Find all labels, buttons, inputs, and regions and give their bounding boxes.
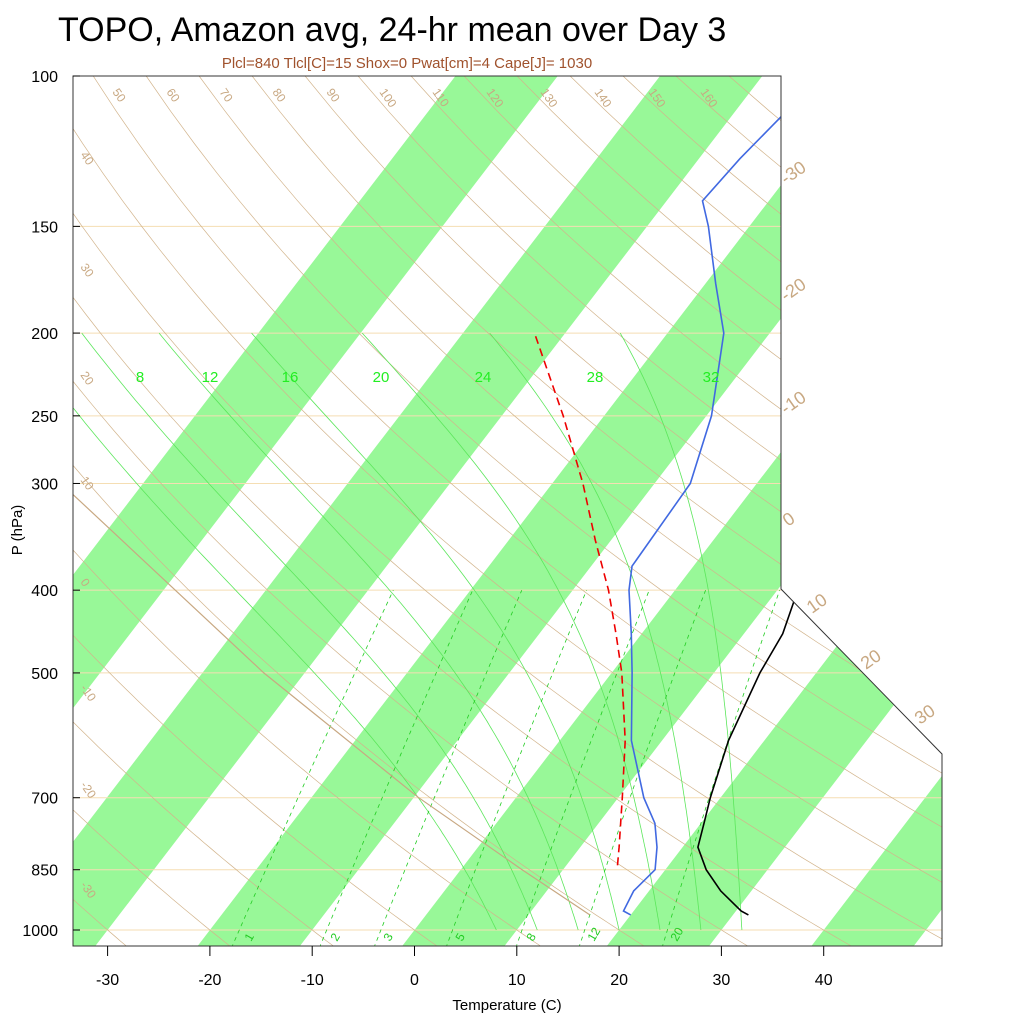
dry-adiabat-label: 30 bbox=[78, 261, 97, 280]
edge-temperature-label: 10 bbox=[803, 589, 831, 617]
plot-area bbox=[0, 37, 1024, 965]
moist-adiabat-line bbox=[489, 332, 702, 931]
moist-adiabat-label: 28 bbox=[587, 369, 604, 386]
dry-adiabat-label: 140 bbox=[592, 86, 615, 111]
dry-adiabat-line bbox=[120, 76, 942, 946]
moist-adiabat-label: 24 bbox=[475, 369, 492, 386]
dry-adiabat-label: 50 bbox=[110, 86, 129, 105]
dry-adiabat-line bbox=[223, 76, 942, 946]
dry-adiabat-label: 100 bbox=[377, 86, 400, 111]
dry-adiabat-label: 40 bbox=[78, 149, 97, 168]
dry-adiabat-line bbox=[634, 76, 942, 946]
isotherm-band bbox=[73, 76, 588, 946]
x-tick-label: -30 bbox=[96, 972, 119, 989]
moist-adiabat-label: 20 bbox=[373, 369, 390, 386]
edge-temperature-label: -30 bbox=[777, 157, 810, 188]
edge-temperature-label: -10 bbox=[777, 387, 810, 418]
dry-adiabat-line bbox=[73, 76, 942, 946]
mixing-ratio-label: 3 bbox=[380, 930, 396, 943]
dry-adiabat-line bbox=[73, 76, 255, 946]
moist-adiabat-line bbox=[81, 332, 538, 931]
y-tick-label: 700 bbox=[31, 791, 58, 808]
y-tick-label: 1000 bbox=[22, 923, 58, 940]
lifted-dry-line bbox=[73, 381, 591, 916]
y-tick-label: 200 bbox=[31, 326, 58, 343]
mixing-ratio-label: 2 bbox=[327, 930, 343, 943]
x-axis-label: Temperature (C) bbox=[452, 997, 561, 1014]
dry-adiabat-line bbox=[171, 76, 942, 946]
moist-adiabat-label: 8 bbox=[136, 369, 144, 386]
moist-adiabat-labels: 8 12 16 20 24 28 32 bbox=[136, 369, 720, 386]
y-tick-label: 850 bbox=[31, 863, 58, 880]
moist-adiabat-line bbox=[73, 332, 497, 931]
x-tick-label: 10 bbox=[508, 972, 526, 989]
moist-adiabat-line bbox=[251, 332, 620, 931]
mixing-ratio-label: 12 bbox=[584, 925, 603, 944]
mixing-ratio-line bbox=[661, 590, 781, 946]
isotherm-band bbox=[73, 76, 793, 946]
dry-adiabat-top-labels: 50 60 70 80 90 100 110 120 130 140 150 160 bbox=[110, 86, 721, 111]
pressure-axis: 100 150 200 250 300 400 500 700 850 1000 bbox=[22, 69, 80, 940]
y-tick-label: 500 bbox=[31, 666, 58, 683]
mixing-ratio-line bbox=[515, 590, 650, 946]
plot-border bbox=[72, 75, 943, 947]
y-tick-label: 250 bbox=[31, 409, 58, 426]
dewpoint-line bbox=[622, 76, 820, 916]
isotherm-band bbox=[591, 76, 942, 946]
x-tick-label: 0 bbox=[410, 972, 419, 989]
isotherm-bands bbox=[73, 37, 1024, 965]
moist-adiabat-line bbox=[361, 332, 661, 931]
y-axis-label: P (hPa) bbox=[9, 505, 26, 556]
dry-adiabat-line bbox=[73, 76, 781, 946]
dry-adiabat-line bbox=[73, 76, 150, 946]
dry-adiabat-line bbox=[73, 76, 360, 946]
dry-adiabat-label: 70 bbox=[217, 86, 236, 105]
edge-temperature-labels: -30 -20 -10 0 10 20 30 bbox=[777, 157, 939, 728]
dry-adiabat-line bbox=[326, 76, 942, 946]
chart-subtitle: Plcl=840 Tlcl[C]=15 Shox=0 Pwat[cm]=4 Ca… bbox=[222, 55, 592, 72]
dry-adiabat-line bbox=[73, 76, 570, 946]
x-tick-label: -10 bbox=[301, 972, 324, 989]
dry-adiabat-line bbox=[0, 37, 44, 965]
y-tick-label: 100 bbox=[31, 69, 58, 86]
parcel-line bbox=[533, 332, 627, 866]
mixing-ratio-line bbox=[578, 590, 706, 946]
dry-adiabat-label: 60 bbox=[164, 86, 183, 105]
mixing-ratio-label: 8 bbox=[523, 930, 539, 943]
edge-temperature-label: 30 bbox=[911, 700, 939, 728]
x-tick-label: 40 bbox=[815, 972, 833, 989]
temperature-axis: -30 -20 -10 0 10 20 30 40 bbox=[96, 946, 833, 989]
moist-adiabat-line bbox=[158, 332, 579, 931]
x-tick-label: 20 bbox=[610, 972, 628, 989]
mixing-ratio-line bbox=[318, 590, 474, 946]
y-tick-label: 150 bbox=[31, 219, 58, 236]
dry-adiabat-line bbox=[73, 76, 886, 946]
isotherm-band bbox=[1001, 37, 1024, 965]
dry-adiabat-line bbox=[274, 76, 942, 946]
dry-adiabat-line bbox=[73, 76, 465, 946]
moist-adiabat-label: 12 bbox=[202, 369, 219, 386]
moist-adiabat-label: 32 bbox=[703, 369, 720, 386]
edge-temperature-label: 0 bbox=[779, 508, 799, 530]
mixing-ratio-line bbox=[445, 590, 587, 946]
edge-temperature-label: 20 bbox=[857, 645, 885, 673]
x-tick-label: 30 bbox=[713, 972, 731, 989]
y-tick-label: 400 bbox=[31, 583, 58, 600]
mixing-ratio-lines bbox=[231, 590, 781, 946]
x-tick-label: -20 bbox=[198, 972, 221, 989]
dry-adiabat-line bbox=[73, 76, 942, 946]
mixing-ratio-line bbox=[373, 590, 523, 946]
y-tick-label: 300 bbox=[31, 476, 58, 493]
isotherm-band bbox=[796, 76, 942, 946]
moist-adiabat-label: 16 bbox=[282, 369, 299, 386]
dry-adiabat-line bbox=[73, 76, 675, 946]
dry-adiabat-label: 20 bbox=[78, 369, 97, 388]
edge-temperature-label: -20 bbox=[777, 274, 810, 305]
chart-title: TOPO, Amazon avg, 24-hr mean over Day 3 bbox=[58, 11, 726, 49]
mixing-ratio-label: 20 bbox=[667, 925, 686, 944]
